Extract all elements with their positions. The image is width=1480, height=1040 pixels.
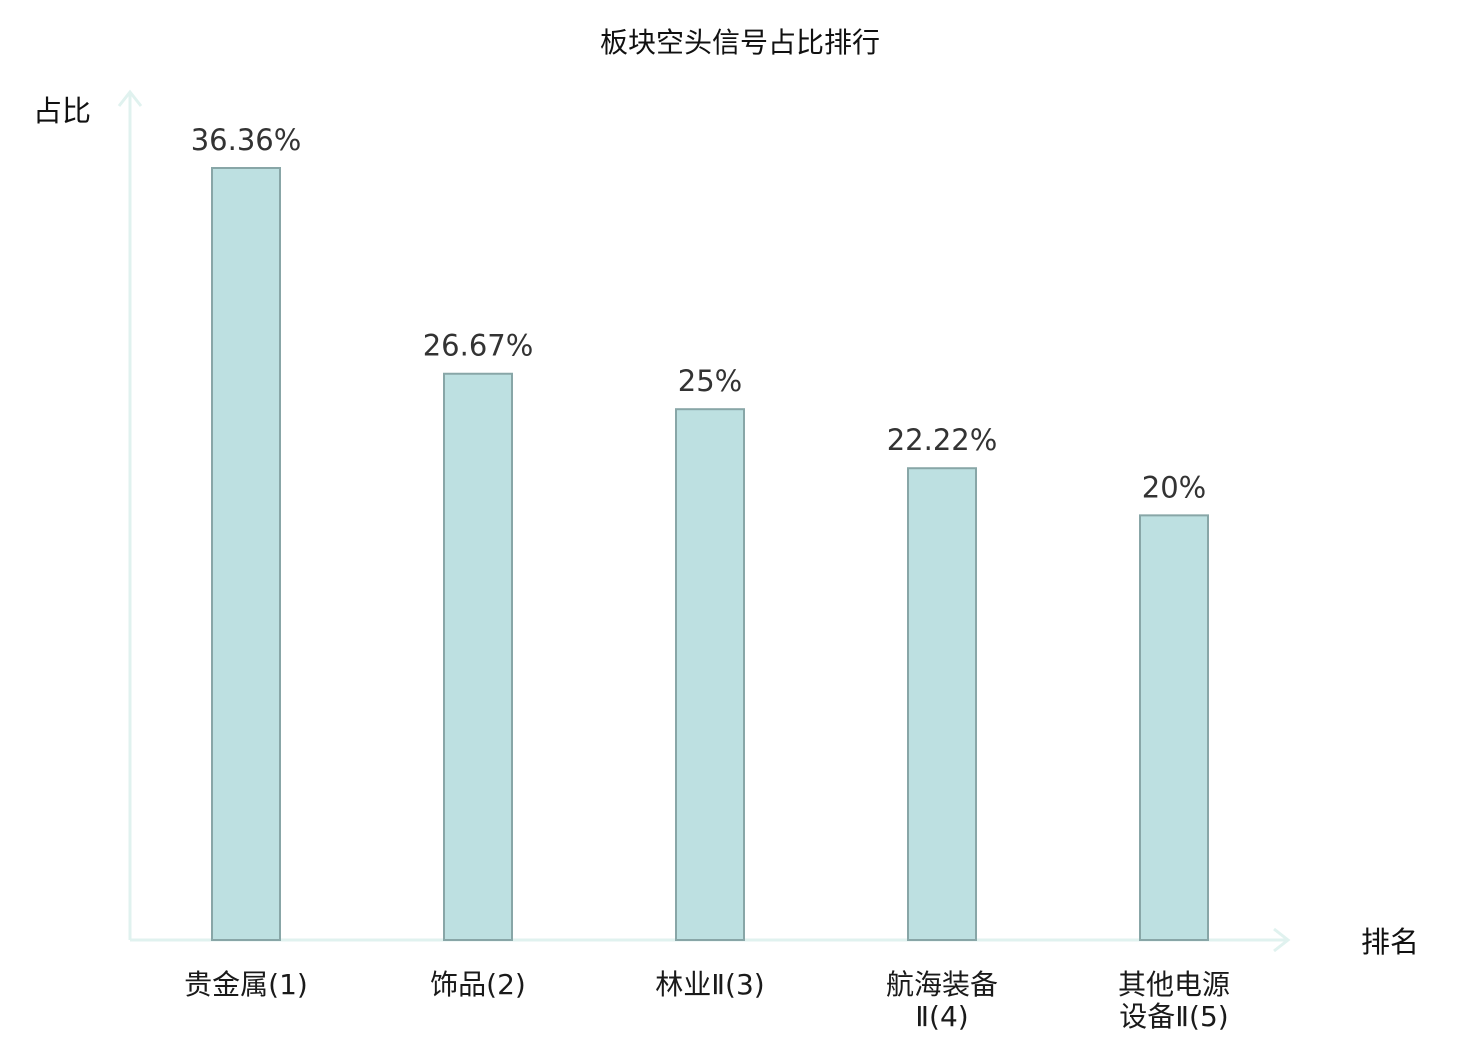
x-tick-label-line: 贵金属(1) <box>184 968 308 1001</box>
x-tick-labels: 贵金属(1) 饰品(2) 林业Ⅱ(3) 航海装备 Ⅱ(4) 其他电源设备Ⅱ(5) <box>184 968 1230 1033</box>
x-axis-label: 排名 <box>1361 925 1419 959</box>
bar <box>675 408 745 942</box>
x-axis-arrow-icon <box>1273 927 1291 953</box>
x-tick-label-line: Ⅱ(4) <box>915 1000 968 1033</box>
bar <box>1139 514 1209 941</box>
x-tick-label: 贵金属(1) <box>184 968 308 1001</box>
bar-value-label: 22.22% <box>887 423 998 457</box>
x-tick-label: 林业Ⅱ(3) <box>655 968 764 1001</box>
x-tick-label: 饰品(2) <box>430 968 526 1001</box>
bar-value-label: 26.67% <box>423 329 534 363</box>
x-tick-label-line: 其他电源 <box>1118 968 1230 1001</box>
y-axis-arrow-icon <box>117 89 143 107</box>
bar <box>907 467 977 941</box>
x-tick-label: 航海装备 Ⅱ(4) <box>886 968 998 1033</box>
x-tick-label-line: 航海装备 <box>886 968 998 1001</box>
x-tick-label-line: 设备Ⅱ(5) <box>1119 1000 1228 1033</box>
bar-series <box>211 167 1209 942</box>
x-axis: 排名 <box>130 925 1419 959</box>
y-axis-label: 占比 <box>33 94 91 128</box>
bar <box>443 372 513 942</box>
x-tick-label: 其他电源设备Ⅱ(5) <box>1118 968 1230 1033</box>
bar <box>211 167 281 941</box>
y-axis: 占比 <box>33 89 143 940</box>
bar-value-label: 36.36% <box>191 123 302 157</box>
x-tick-label-line: 林业Ⅱ(3) <box>655 968 764 1001</box>
chart-title: 板块空头信号占比排行 <box>600 26 880 59</box>
bar-value-label: 20% <box>1142 470 1206 504</box>
x-tick-label-line: 饰品(2) <box>430 968 526 1001</box>
bar-value-label: 25% <box>678 364 742 398</box>
data-labels: 36.36% 26.67% 25% 22.22% 20% <box>191 123 1207 504</box>
